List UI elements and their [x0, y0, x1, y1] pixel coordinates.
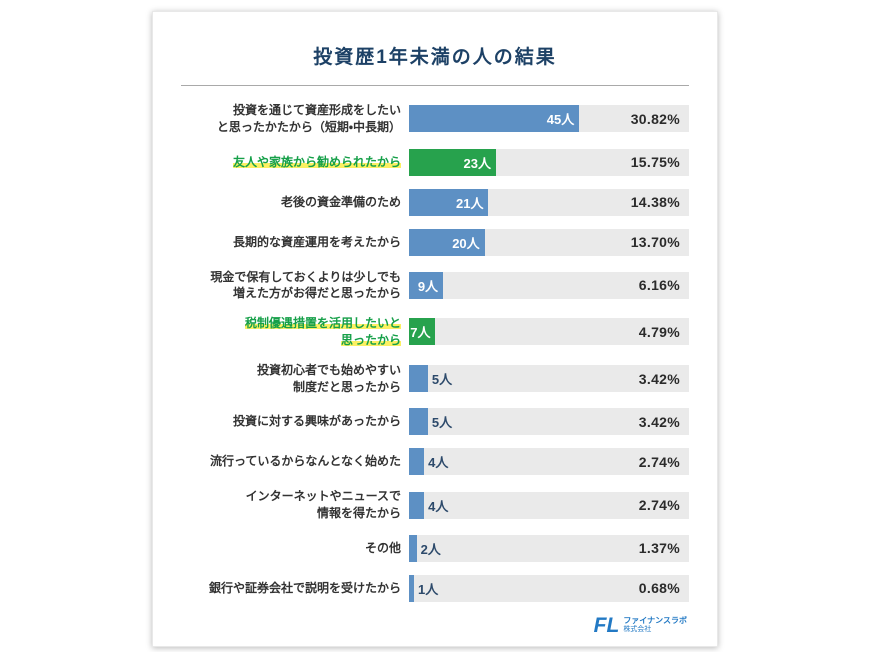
- bar: [409, 491, 425, 519]
- bar-track: 23人 15.75%: [409, 148, 689, 176]
- category-label: 投資を通じて資産形成をしたい と思ったかたから（短期・中長期）: [216, 103, 401, 134]
- value-label: 7人: [410, 325, 431, 341]
- value-label: 4人: [428, 455, 449, 471]
- percent-label: 4.79%: [638, 323, 680, 340]
- bar-track: 1人 0.68%: [409, 574, 689, 602]
- percent-label: 0.68%: [638, 580, 680, 597]
- bar: 9人: [409, 271, 444, 299]
- chart-row: 流行っているからなんとなく始めた 4人 2.74%: [181, 448, 689, 476]
- chart-title: 投資歴1年未満の人の結果: [313, 47, 557, 68]
- value-label: 9人: [417, 278, 439, 294]
- percent-label: 13.70%: [630, 234, 680, 251]
- bar: 20人: [409, 228, 485, 256]
- bar: 7人: [409, 318, 436, 346]
- value-label: 5人: [431, 372, 453, 388]
- percent-label: 3.42%: [638, 370, 680, 387]
- category-label: 銀行や証券会社で説明を受けたから: [208, 581, 401, 596]
- bar: 21人: [409, 188, 489, 216]
- percent-label: 1.37%: [638, 540, 680, 557]
- category-label: 投資に対する興味があったから: [232, 414, 401, 429]
- percent-label: 6.16%: [638, 277, 680, 294]
- bar-track: 4人 2.74%: [409, 448, 689, 476]
- chart-card: 投資歴1年未満の人の結果 投資を通じて資産形成をしたい と思ったかたから（短期・…: [152, 11, 718, 647]
- value-label: 5人: [431, 415, 453, 431]
- bar: [409, 408, 428, 436]
- bar-track: 7人 4.79%: [409, 318, 689, 346]
- category-label: 税制優遇措置を活用したいと 思ったから: [244, 316, 401, 347]
- value-label: 4人: [428, 498, 449, 514]
- category-label: 友人や家族から勧められたから: [232, 154, 401, 169]
- chart-row: 銀行や証券会社で説明を受けたから 1人 0.68%: [181, 574, 689, 602]
- chart-row: 長期的な資産運用を考えたから 20人 13.70%: [181, 228, 689, 256]
- bar-chart: 投資を通じて資産形成をしたい と思ったかたから（短期・中長期） 45人 30.8…: [181, 102, 689, 602]
- percent-label: 14.38%: [630, 194, 680, 211]
- bar: [409, 574, 414, 602]
- percent-label: 30.82%: [630, 110, 680, 127]
- value-label: 20人: [452, 235, 480, 251]
- chart-row: 老後の資金準備のため 21人 14.38%: [181, 188, 689, 216]
- footer: FL ファイナンスラボ 株式会社: [181, 615, 689, 636]
- bar-track: 45人 30.82%: [409, 105, 689, 133]
- company-name-line1: ファイナンスラボ: [623, 616, 687, 626]
- bar-track: 5人 3.42%: [409, 365, 689, 393]
- bar-track: 4人 2.74%: [409, 491, 689, 519]
- bar: 45人: [409, 105, 580, 133]
- company-name: ファイナンスラボ 株式会社: [623, 616, 687, 635]
- chart-row: 投資に対する興味があったから 5人 3.42%: [181, 408, 689, 436]
- finance-lab-logo-icon: FL: [593, 613, 620, 637]
- chart-row: 税制優遇措置を活用したいと 思ったから 7人 4.79%: [181, 315, 689, 349]
- bar-track: 2人 1.37%: [409, 534, 689, 562]
- category-label: インターネットやニュースで 情報を得たから: [245, 489, 401, 521]
- percent-label: 15.75%: [630, 154, 680, 171]
- category-label: 長期的な資産運用を考えたから: [232, 234, 401, 249]
- bar: [409, 448, 425, 476]
- chart-row: 友人や家族から勧められたから 23人 15.75%: [181, 148, 689, 176]
- chart-row: 投資を通じて資産形成をしたい と思ったかたから（短期・中長期） 45人 30.8…: [181, 102, 689, 136]
- chart-row: その他 2人 1.37%: [181, 534, 689, 562]
- bar-track: 21人 14.38%: [409, 188, 689, 216]
- chart-row: 投資初心者でも始めやすい 制度だと思ったから 5人 3.42%: [181, 362, 689, 396]
- category-label: 現金で保有しておくよりは少しでも 増えた方がお得だと思ったから: [210, 269, 401, 301]
- value-label: 1人: [418, 581, 439, 597]
- value-label: 2人: [420, 541, 441, 557]
- chart-row: インターネットやニュースで 情報を得たから 4人 2.74%: [181, 488, 689, 522]
- bar-track: 5人 3.42%: [409, 408, 689, 436]
- bar-track: 9人 6.16%: [409, 271, 689, 299]
- bar: [409, 365, 428, 393]
- value-label: 21人: [455, 195, 484, 211]
- chart-row: 現金で保有しておくよりは少しでも 増えた方がお得だと思ったから 9人 6.16%: [181, 269, 689, 303]
- category-label: その他: [364, 541, 401, 556]
- category-label: 老後の資金準備のため: [280, 194, 401, 209]
- bar: [409, 534, 417, 562]
- company-name-line2: 株式会社: [623, 626, 652, 634]
- value-label: 45人: [546, 112, 575, 128]
- category-label: 流行っているからなんとなく始めた: [209, 454, 401, 469]
- bar: 23人: [409, 148, 497, 176]
- title-divider: [181, 85, 689, 86]
- value-label: 23人: [463, 155, 492, 171]
- percent-label: 2.74%: [638, 497, 680, 514]
- bar-track: 20人 13.70%: [409, 228, 689, 256]
- category-label: 投資初心者でも始めやすい 制度だと思ったから: [256, 362, 401, 394]
- percent-label: 2.74%: [638, 453, 680, 470]
- percent-label: 3.42%: [638, 413, 680, 430]
